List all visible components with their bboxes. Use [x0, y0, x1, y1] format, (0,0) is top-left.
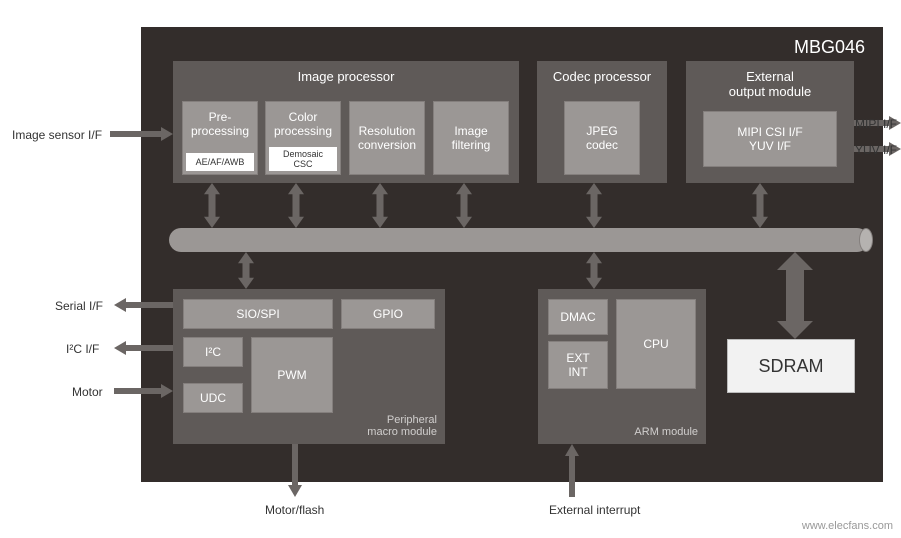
block-sub-colorproc: Demosaic CSC [269, 147, 337, 171]
block-label-gpio: GPIO [373, 307, 403, 321]
block-label-sdram: SDRAM [758, 356, 823, 377]
block-resconv: Resolution conversion [349, 101, 425, 175]
module-title-imgproc: Image processor [173, 69, 519, 84]
bus-arrow-1 [288, 183, 304, 233]
block-label-i2c: I²C [205, 345, 221, 359]
bus-arrow-4 [586, 183, 602, 233]
block-label-jpeg: JPEG codec [586, 124, 618, 152]
block-imgfilt: Image filtering [433, 101, 509, 175]
block-siospi: SIO/SPI [183, 299, 333, 329]
block-label-udc: UDC [200, 391, 226, 405]
label-motor: Motor [72, 385, 103, 399]
block-i2c: I²C [183, 337, 243, 367]
block-label-mipi: MIPI CSI I/F YUV I/F [737, 125, 802, 153]
block-label-pwm: PWM [277, 368, 306, 382]
watermark: www.elecfans.com [802, 520, 893, 532]
block-label-cpu: CPU [643, 337, 668, 351]
block-extint: EXT INT [548, 341, 608, 389]
sdram-bus-arrow [777, 252, 813, 344]
label-serial: Serial I/F [55, 299, 103, 313]
module-title-codec: Codec processor [537, 69, 667, 84]
block-colorproc: Color processing Demosaic CSC [265, 101, 341, 175]
block-sdram: SDRAM [727, 339, 855, 393]
bus-arrow-7 [586, 252, 602, 294]
block-label-imgfilt: Image filtering [452, 124, 491, 152]
chip-label: MBG046 [794, 37, 865, 58]
block-sub-preproc: AE/AF/AWB [186, 153, 254, 171]
bus-cap [859, 228, 873, 252]
label-mipiif: MIPI I/F [855, 117, 897, 131]
block-preproc: Pre- processing AE/AF/AWB [182, 101, 258, 175]
block-label-colorproc: Color processing [266, 110, 340, 138]
bus-arrow-3 [456, 183, 472, 233]
bus-arrow-0 [204, 183, 220, 233]
module-title-pmm: Peripheralmacro module [367, 414, 437, 438]
block-gpio: GPIO [341, 299, 435, 329]
module-title-extout: Externaloutput module [686, 69, 854, 99]
bus-arrow-6 [238, 252, 254, 294]
block-label-dmac: DMAC [560, 310, 595, 324]
block-jpeg: JPEG codec [564, 101, 640, 175]
label-imgsensor: Image sensor I/F [12, 128, 102, 142]
block-dmac: DMAC [548, 299, 608, 335]
block-label-preproc: Pre- processing [183, 110, 257, 138]
label-extirq: External interrupt [549, 503, 640, 517]
label-i2cif: I²C I/F [66, 342, 99, 356]
label-motorflash: Motor/flash [265, 503, 324, 517]
label-yuvif: YUV I/F [855, 143, 897, 157]
block-label-siospi: SIO/SPI [236, 307, 279, 321]
bus-arrow-5 [752, 183, 768, 233]
bus-arrow-2 [372, 183, 388, 233]
block-pwm: PWM [251, 337, 333, 413]
block-label-resconv: Resolution conversion [358, 124, 416, 152]
block-mipi: MIPI CSI I/F YUV I/F [703, 111, 837, 167]
block-label-extint: EXT INT [566, 351, 589, 379]
block-cpu: CPU [616, 299, 696, 389]
module-title-arm: ARM module [634, 426, 698, 438]
block-udc: UDC [183, 383, 243, 413]
